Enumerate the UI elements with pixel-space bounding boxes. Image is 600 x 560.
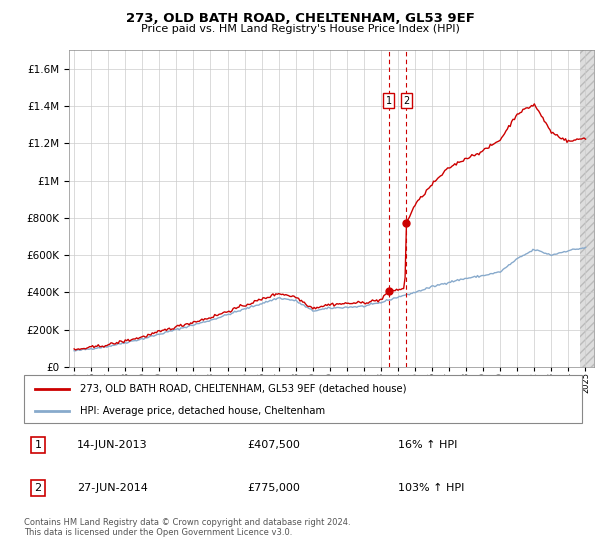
FancyBboxPatch shape: [24, 375, 582, 423]
Text: 273, OLD BATH ROAD, CHELTENHAM, GL53 9EF: 273, OLD BATH ROAD, CHELTENHAM, GL53 9EF: [125, 12, 475, 25]
Text: 16% ↑ HPI: 16% ↑ HPI: [398, 440, 457, 450]
Text: 1: 1: [386, 96, 392, 106]
Text: £775,000: £775,000: [247, 483, 300, 493]
Text: Price paid vs. HM Land Registry's House Price Index (HPI): Price paid vs. HM Land Registry's House …: [140, 24, 460, 34]
Text: Contains HM Land Registry data © Crown copyright and database right 2024.
This d: Contains HM Land Registry data © Crown c…: [24, 518, 350, 538]
Text: 103% ↑ HPI: 103% ↑ HPI: [398, 483, 464, 493]
Text: 27-JUN-2014: 27-JUN-2014: [77, 483, 148, 493]
Text: HPI: Average price, detached house, Cheltenham: HPI: Average price, detached house, Chel…: [80, 406, 325, 416]
Text: £407,500: £407,500: [247, 440, 300, 450]
Bar: [580, 50, 594, 367]
Text: 273, OLD BATH ROAD, CHELTENHAM, GL53 9EF (detached house): 273, OLD BATH ROAD, CHELTENHAM, GL53 9EF…: [80, 384, 406, 394]
Text: 2: 2: [34, 483, 41, 493]
Text: 1: 1: [34, 440, 41, 450]
Text: 14-JUN-2013: 14-JUN-2013: [77, 440, 148, 450]
Bar: [580, 50, 594, 367]
Text: 2: 2: [403, 96, 410, 106]
